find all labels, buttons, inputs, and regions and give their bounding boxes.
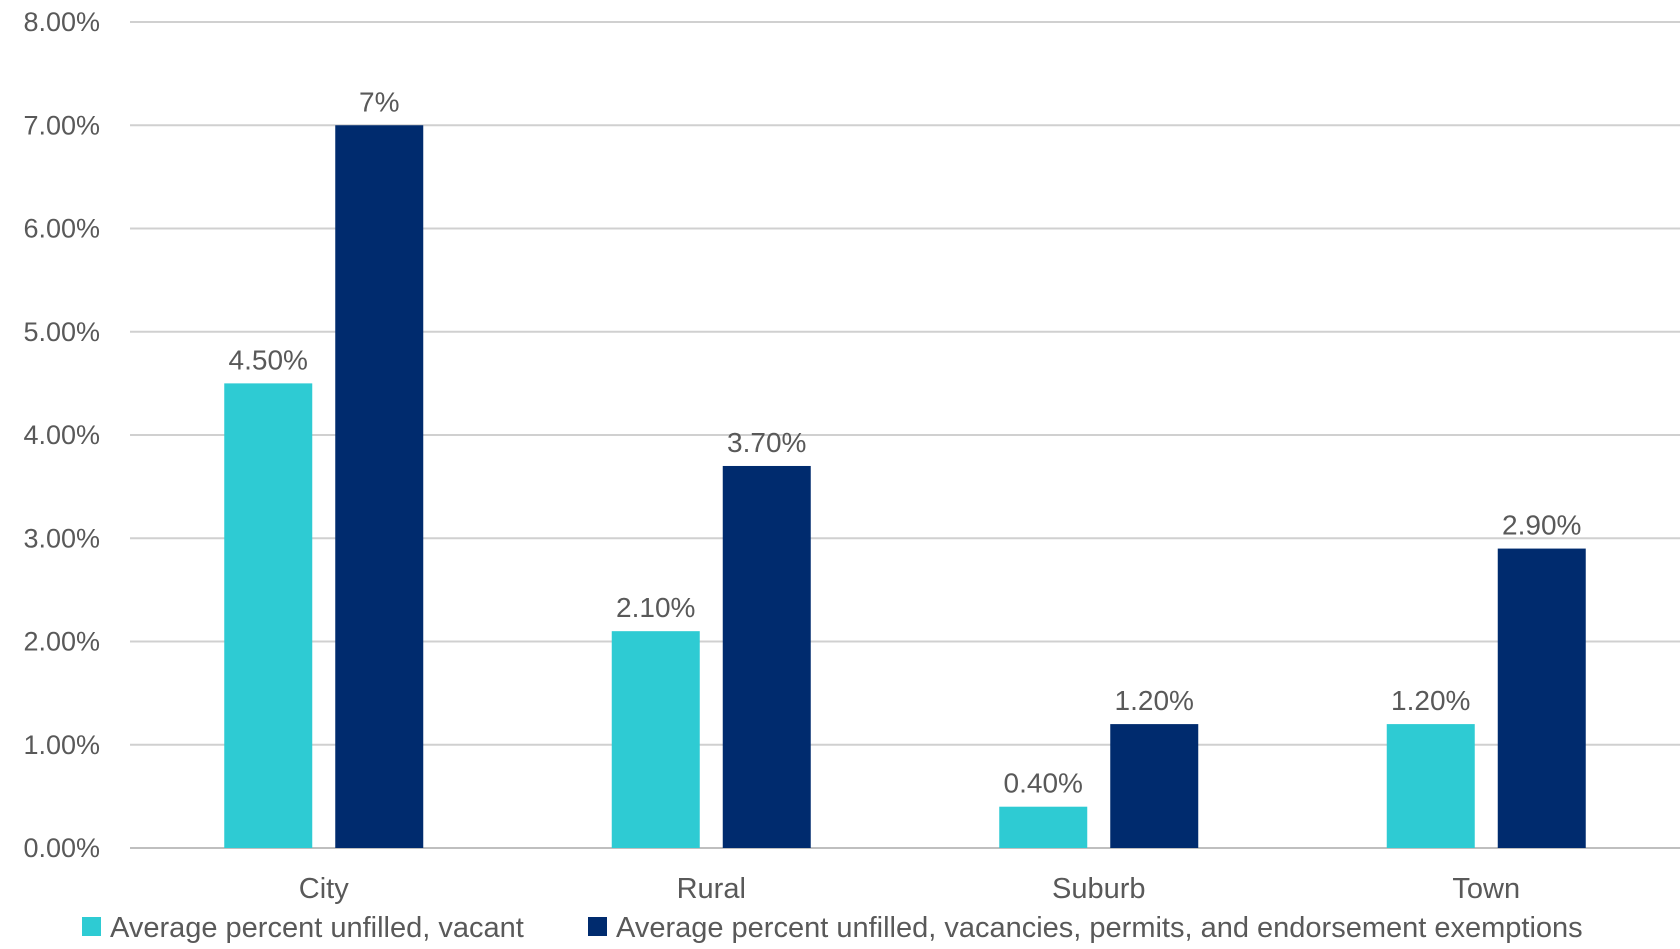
- y-axis-ticks: 0.00% 1.00% 2.00% 3.00% 4.00% 5.00% 6.00% 7.00%…: [23, 7, 100, 863]
- bar-suburb-series-1: [999, 806, 1088, 848]
- category-label-rural: Rural: [677, 873, 746, 905]
- bars: [224, 125, 1586, 848]
- category-label-suburb: Suburb: [1052, 873, 1146, 905]
- y-tick-label: 4.00%: [23, 420, 100, 450]
- legend-swatch-series-2: [588, 917, 607, 936]
- data-label: 7%: [359, 86, 399, 117]
- x-axis-categories: City Rural Suburb Town: [299, 873, 1520, 905]
- y-tick-label: 3.00%: [23, 523, 100, 553]
- bar-town-series-2: [1497, 548, 1586, 848]
- data-label: 1.20%: [1115, 685, 1194, 716]
- category-label-city: City: [299, 873, 349, 905]
- y-tick-label: 2.00%: [23, 627, 100, 657]
- data-label: 2.10%: [616, 592, 695, 623]
- legend-label-series-1: Average percent unfilled, vacant: [110, 912, 524, 944]
- data-label: 2.90%: [1502, 510, 1581, 541]
- y-tick-label: 1.00%: [23, 730, 100, 760]
- data-label: 4.50%: [229, 344, 308, 375]
- y-tick-label: 6.00%: [23, 214, 100, 244]
- bar-rural-series-1: [611, 631, 700, 848]
- legend: Average percent unfilled, vacant Average…: [82, 912, 1583, 944]
- data-label: 1.20%: [1391, 685, 1470, 716]
- bar-rural-series-2: [722, 465, 811, 848]
- y-tick-label: 8.00%: [23, 7, 100, 37]
- y-tick-label: 0.00%: [23, 833, 100, 863]
- y-tick-label: 5.00%: [23, 317, 100, 347]
- bar-suburb-series-2: [1110, 724, 1199, 848]
- category-label-town: Town: [1452, 873, 1520, 905]
- data-label: 0.40%: [1004, 768, 1083, 799]
- bar-city-series-2: [335, 125, 424, 848]
- legend-label-series-2: Average percent unfilled, vacancies, per…: [616, 912, 1583, 944]
- legend-swatch-series-1: [82, 917, 101, 936]
- data-label: 3.70%: [727, 427, 806, 458]
- y-tick-label: 7.00%: [23, 110, 100, 140]
- data-labels: 4.50% 7% 2.10% 3.70% 0.40% 1.20% 1.20% 2.90%: [229, 86, 1582, 798]
- bar-city-series-1: [224, 383, 313, 848]
- bar-town-series-1: [1386, 724, 1475, 848]
